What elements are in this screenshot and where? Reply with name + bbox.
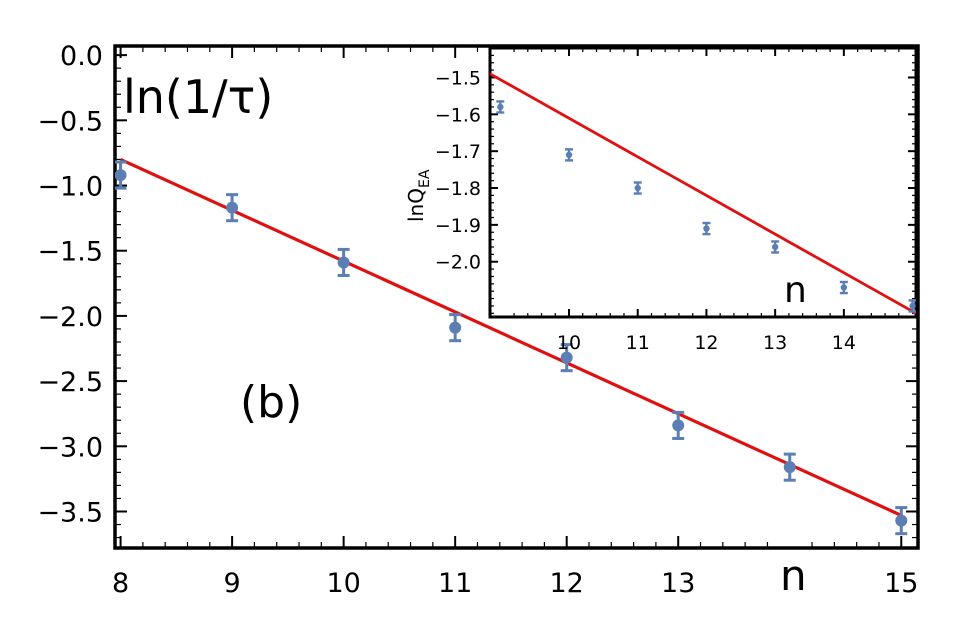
inset-point-marker [634, 184, 641, 192]
panel-label: (b) [240, 377, 302, 428]
inset-point-marker [771, 243, 779, 251]
inset-axis-ticks [490, 47, 916, 317]
main-y-tick-label: 0.0 [60, 41, 103, 72]
inset-x-tick-label: 12 [694, 332, 718, 354]
inset-y-tick-label: −1.9 [435, 215, 481, 237]
main-data-point [783, 452, 796, 482]
main-point-marker [783, 461, 796, 474]
inset-y-tick-label: −2.0 [435, 252, 481, 274]
inset-x-axis-label: n [784, 270, 807, 311]
main-plot-frame [113, 44, 920, 550]
main-fit-line-group [119, 157, 902, 517]
inset-data-point [633, 181, 642, 195]
main-fit-line [119, 157, 902, 517]
main-point-marker [115, 169, 127, 182]
inset-plot-frame [488, 46, 918, 319]
inset-data-point [771, 240, 780, 254]
main-x-tick-label: 11 [438, 568, 472, 599]
inset-data-point [839, 280, 848, 295]
main-y-tick-label: −2.0 [37, 302, 103, 333]
inset-fit-line-group [490, 72, 916, 315]
inset-y-tick-label: −1.6 [435, 104, 481, 126]
main-x-tick-label: 15 [884, 568, 918, 599]
main-point-marker [226, 201, 239, 214]
main-point-marker [895, 514, 908, 527]
main-axis-tick-labels: 8 9 10 11 12 13 15 0.0 −0.5 −1.0 −1.5 −2.0 −2.5 −3.0 −… [37, 41, 918, 599]
inset-fit-line [490, 72, 916, 315]
inset-data-point [908, 299, 916, 313]
main-point-marker [672, 419, 685, 432]
main-y-axis-label: ln(1/τ) [123, 70, 273, 124]
inset-data-point [702, 221, 711, 236]
inset-point-marker [703, 225, 710, 232]
inset-data-point [496, 100, 505, 114]
main-point-marker [449, 321, 462, 334]
inset-y-axis-label-sub: EA [417, 169, 433, 188]
main-data-point [560, 343, 573, 373]
inset-y-tick-label: −1.8 [435, 178, 481, 200]
main-data-point [672, 410, 685, 440]
main-point-marker [560, 351, 573, 364]
inset-y-axis-label: lnQEA [404, 169, 433, 222]
main-y-tick-label: −2.5 [37, 367, 103, 398]
main-data-point [337, 247, 350, 277]
inset-point-marker [497, 103, 504, 111]
main-y-tick-label: −1.0 [37, 172, 103, 203]
inset-y-tick-label: −1.7 [435, 141, 481, 163]
main-data-point [895, 506, 908, 536]
main-x-axis-label: n [780, 551, 807, 600]
inset-point-marker [909, 302, 916, 310]
inset-axis-tick-labels: 10 11 12 13 14 −1.5 −1.6 −1.7 −1.8 −1.9 −2.0 [435, 67, 856, 354]
main-y-tick-label: −3.0 [37, 432, 103, 463]
inset-x-tick-label: 10 [557, 332, 581, 354]
inset-data-point [565, 148, 574, 162]
inset-y-axis-label-main: lnQ [404, 188, 428, 222]
main-data-point [449, 313, 462, 343]
main-point-marker [337, 256, 350, 269]
inset-x-tick-label: 13 [763, 332, 787, 354]
inset-y-tick-label: −1.5 [435, 67, 481, 89]
main-data-point [115, 160, 127, 190]
main-data-points [115, 160, 908, 536]
inset-data-points [496, 100, 916, 313]
main-y-tick-label: −1.5 [37, 237, 103, 268]
main-x-tick-label: 9 [224, 568, 241, 599]
main-x-tick-label: 13 [661, 568, 695, 599]
main-x-tick-label: 12 [550, 568, 584, 599]
inset-x-tick-label: 14 [832, 332, 856, 354]
inset-point-marker [565, 151, 573, 159]
inset-point-marker [840, 284, 848, 291]
inset-x-tick-label: 11 [626, 332, 650, 354]
main-data-point [226, 193, 239, 223]
main-y-tick-label: −0.5 [37, 106, 103, 137]
main-x-tick-label: 8 [112, 568, 129, 599]
main-x-tick-label: 10 [326, 568, 360, 599]
main-y-tick-label: −3.5 [37, 497, 103, 528]
